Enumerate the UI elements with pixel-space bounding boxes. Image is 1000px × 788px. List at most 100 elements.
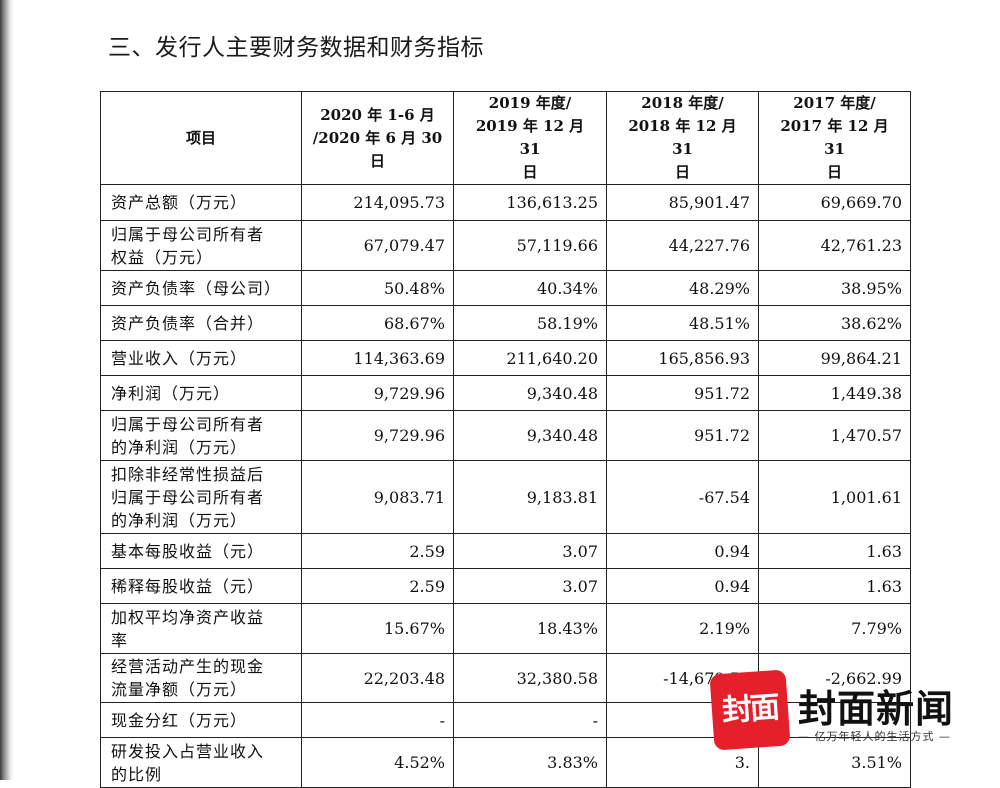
row-label-line: 流量净额（万元） xyxy=(111,680,248,699)
header-item: 项目 xyxy=(100,91,302,185)
header-line: 2017 年度/ xyxy=(793,94,876,112)
table-cell: 0.94 xyxy=(606,533,759,569)
row-label: 资产负债率（合并） xyxy=(100,305,302,341)
table-row: 经营活动产生的现金 流量净额（万元） 22,203.48 32,380.58 -14,6… xyxy=(100,653,911,703)
row-label: 加权平均净资产收益率 xyxy=(100,603,302,654)
table-cell: 9,340.48 xyxy=(453,410,607,461)
table-cell: 1.63 xyxy=(758,568,911,604)
row-label: 扣除非经常性损益后 归属于母公司所有者 的净利润（万元） xyxy=(100,460,302,534)
row-label: 资产总额（万元） xyxy=(100,184,302,221)
row-label-line: 的净利润（万元） xyxy=(111,437,248,457)
header-line: 2018 年度/ xyxy=(641,94,724,112)
table-cell: -67.54 xyxy=(606,460,759,534)
row-label-line: 率 xyxy=(111,630,129,650)
row-label-line: 归属于母公司所有者 xyxy=(111,414,265,434)
page-edge-shadow xyxy=(0,0,14,780)
row-label: 研发投入占营业收入 的比例 xyxy=(100,737,302,788)
header-line: 日 xyxy=(522,163,538,181)
row-label-line: 现金分红（万元） xyxy=(111,710,248,730)
table-cell: 9,729.96 xyxy=(301,410,454,461)
section-heading: 三、发行人主要财务数据和财务指标 xyxy=(108,35,484,61)
table-cell: 50.48% xyxy=(301,270,454,306)
row-label: 净利润（万元） xyxy=(100,375,302,411)
table-cell: 32,380.58 xyxy=(453,653,607,703)
table-row: 资产负债率（合并） 68.67% 58.19% 48.51% 38.62% xyxy=(100,305,911,341)
table-cell: 15.67% xyxy=(301,603,454,654)
row-label-line: 扣除非经常性损益后 xyxy=(111,464,265,484)
table-cell: 1,449.38 xyxy=(758,375,911,411)
table-cell: 2.59 xyxy=(301,568,454,604)
table-cell: 165,856.93 xyxy=(606,340,759,376)
row-label-line: 基本每股收益（元） xyxy=(111,541,265,561)
fengmian-news-watermark: 封面 封面新闻 亿万年轻人的生活方式 xyxy=(709,669,960,760)
table-cell: 22,203.48 xyxy=(301,653,454,703)
table-cell: 2.59 xyxy=(301,533,454,569)
table-row: 净利润（万元） 9,729.96 9,340.48 951.72 1,449.38 xyxy=(100,375,911,411)
table-cell: 9,729.96 xyxy=(301,375,454,411)
table-cell: 3.83% xyxy=(453,737,607,788)
row-label-line: 稀释每股收益（元） xyxy=(111,576,265,596)
header-2020: 2020 年 1-6 月 /2020 年 6 月 30 日 xyxy=(301,91,454,185)
header-line: 日 xyxy=(674,163,690,181)
table-row: 归属于母公司所有者 的净利润（万元） 9,729.96 9,340.48 951.72 1… xyxy=(100,410,911,461)
header-line: /2020 年 6 月 30 xyxy=(312,128,443,147)
row-label-line: 净利润（万元） xyxy=(111,383,231,403)
header-line: 2017 年 12 月 31 xyxy=(780,117,889,158)
table-cell: 57,119.66 xyxy=(453,220,607,271)
header-line: 项目 xyxy=(185,128,216,147)
header-line: 日 xyxy=(369,151,385,170)
row-label-line: 资产负债率（母公司） xyxy=(111,278,282,298)
header-2019: 2019 年度/ 2019 年 12 月 31 日 xyxy=(453,91,607,185)
table-cell: 3.07 xyxy=(453,533,607,569)
header-2017: 2017 年度/ 2017 年 12 月 31 日 xyxy=(758,91,911,185)
table-row: 资产总额（万元） 214,095.73 136,613.25 85,901.47 69,… xyxy=(100,184,911,221)
fengmian-logo-icon: 封面 xyxy=(709,669,791,751)
row-label-line: 资产总额（万元） xyxy=(111,193,248,212)
table-row: 加权平均净资产收益率 15.67% 18.43% 2.19% 7.79% xyxy=(100,603,911,654)
table-cell: 0.94 xyxy=(606,568,759,604)
table-row: 归属于母公司所有者 权益（万元） 67,079.47 57,119.66 44,227.… xyxy=(100,220,911,271)
table-cell: 40.34% xyxy=(453,270,607,306)
row-label: 营业收入（万元） xyxy=(100,340,302,376)
row-label-line: 资产负债率（合并） xyxy=(111,313,265,333)
table-cell: 211,640.20 xyxy=(453,340,607,376)
table-cell: 85,901.47 xyxy=(606,184,759,221)
table-cell: 68.67% xyxy=(301,305,454,341)
row-label-line: 研发投入占营业收入 xyxy=(111,741,265,761)
header-line: 2018 年 12 月 31 xyxy=(628,117,737,158)
table-cell: 1,470.57 xyxy=(758,410,911,461)
table-row: 资产负债率（母公司） 50.48% 40.34% 48.29% 38.95% xyxy=(100,270,911,306)
table-header-row: 项目 2020 年 1-6 月 /2020 年 6 月 30 日 2019 年度… xyxy=(100,91,911,185)
table-cell: 7.79% xyxy=(758,603,911,654)
table-cell: 69,669.70 xyxy=(758,184,911,221)
table-cell: 951.72 xyxy=(606,410,759,461)
row-label-line: 营业收入（万元） xyxy=(111,348,248,368)
table-cell: 48.51% xyxy=(606,305,759,341)
table-row: 营业收入（万元） 114,363.69 211,640.20 165,856.93 99… xyxy=(100,340,911,376)
table-cell: - xyxy=(453,702,607,738)
table-cell: 9,083.71 xyxy=(301,460,454,534)
row-label-line: 权益（万元） xyxy=(111,247,214,267)
table-cell: - xyxy=(301,702,454,738)
row-label-line: 归属于母公司所有者 xyxy=(111,224,265,244)
table-cell: 1,001.61 xyxy=(758,460,911,534)
table-cell: 44,227.76 xyxy=(606,220,759,271)
table-cell: 18.43% xyxy=(453,603,607,654)
table-cell: 3.07 xyxy=(453,568,607,604)
table-cell: 9,340.48 xyxy=(453,375,607,411)
header-line: 2019 年度/ xyxy=(488,94,572,112)
row-label: 资产负债率（母公司） xyxy=(100,270,302,306)
header-2018: 2018 年度/ 2018 年 12 月 31 日 xyxy=(606,91,759,185)
table-cell: 2.19% xyxy=(606,603,759,654)
row-label: 经营活动产生的现金 流量净额（万元） xyxy=(100,653,302,703)
row-label: 稀释每股收益（元） xyxy=(100,568,302,604)
row-label: 现金分红（万元） xyxy=(100,702,302,738)
row-label-line: 经营活动产生的现金 xyxy=(111,657,265,676)
table-cell: 58.19% xyxy=(453,305,607,341)
table-cell: 38.62% xyxy=(758,305,911,341)
header-line: 2020 年 1-6 月 xyxy=(320,105,435,124)
table-cell: 136,613.25 xyxy=(453,184,607,221)
table-cell: 114,363.69 xyxy=(301,340,454,376)
table-row: 基本每股收益（元） 2.59 3.07 0.94 1.63 xyxy=(100,533,911,569)
watermark-brand-name: 封面新闻 xyxy=(798,686,955,731)
